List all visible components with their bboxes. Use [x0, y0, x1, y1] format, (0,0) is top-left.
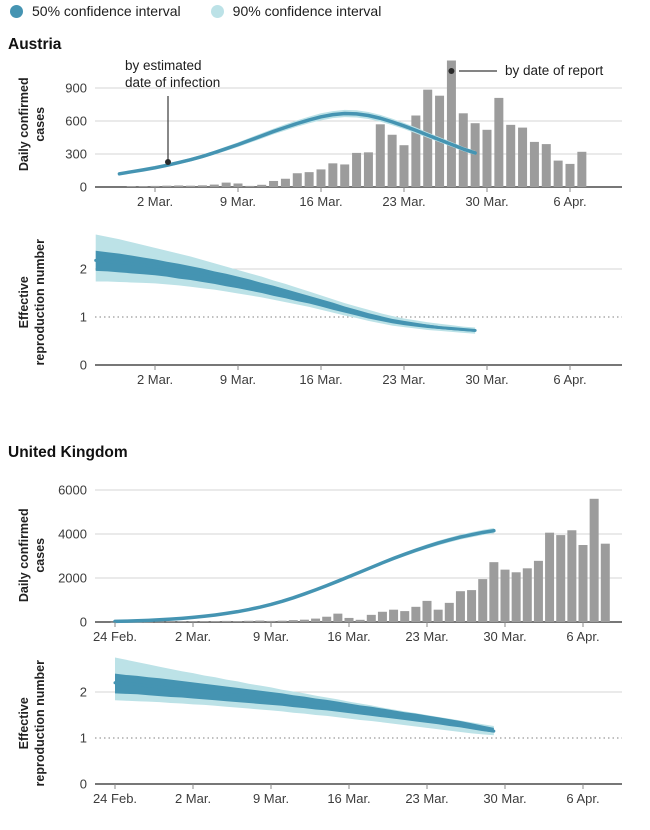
svg-text:2000: 2000 [58, 571, 87, 586]
austria-reproduction-number-chart: 0 1 2 2 Mar. 9 Mar. 16 Mar. 23 Mar. 30 Mar. 6 Ap… [80, 234, 622, 387]
svg-text:30 Mar.: 30 Mar. [465, 372, 508, 387]
legend-item-50ci: 50% confidence interval [10, 3, 181, 19]
heading-united-kingdom: United Kingdom [8, 444, 128, 461]
svg-text:300: 300 [65, 147, 87, 162]
svg-text:4000: 4000 [58, 527, 87, 542]
annotation-text: date of infection [125, 75, 221, 91]
annotation-by-infection-date: by estimated date of infection [125, 57, 220, 92]
svg-text:2 Mar.: 2 Mar. [175, 629, 211, 644]
svg-text:23 Mar.: 23 Mar. [382, 372, 425, 387]
svg-text:24 Feb.: 24 Feb. [93, 791, 137, 806]
svg-text:2 Mar.: 2 Mar. [175, 791, 211, 806]
ci90-dot-icon [210, 4, 224, 18]
annotation-text: by date of report [505, 63, 604, 78]
svg-text:0: 0 [80, 358, 87, 373]
svg-text:23 Mar.: 23 Mar. [405, 629, 448, 644]
svg-text:6 Apr.: 6 Apr. [566, 791, 599, 806]
annotation-by-report-date: by date of report [505, 62, 603, 79]
svg-text:0: 0 [80, 777, 87, 792]
heading-austria: Austria [8, 36, 62, 53]
svg-text:30 Mar.: 30 Mar. [483, 791, 526, 806]
svg-text:6 Apr.: 6 Apr. [566, 629, 599, 644]
uk-reproduction-number-chart: 0 1 2 24 Feb. 2 Mar. 9 Mar. 16 Mar. 23 Mar. 30 M… [80, 657, 622, 806]
legend-item-90ci: 90% confidence interval [210, 3, 382, 19]
annotation-text: by estimated [125, 58, 202, 73]
svg-text:6 Apr.: 6 Apr. [553, 194, 586, 209]
svg-text:0: 0 [80, 180, 87, 195]
svg-text:30 Mar.: 30 Mar. [465, 194, 508, 209]
svg-text:16 Mar.: 16 Mar. [299, 194, 342, 209]
svg-text:0: 0 [80, 615, 87, 630]
svg-text:900: 900 [65, 81, 87, 96]
svg-text:2 Mar.: 2 Mar. [137, 194, 173, 209]
svg-text:9 Mar.: 9 Mar. [253, 791, 289, 806]
svg-text:1: 1 [80, 310, 87, 325]
svg-text:16 Mar.: 16 Mar. [299, 372, 342, 387]
svg-text:24 Feb.: 24 Feb. [93, 629, 137, 644]
svg-text:2 Mar.: 2 Mar. [137, 372, 173, 387]
svg-text:16 Mar.: 16 Mar. [327, 791, 370, 806]
svg-text:23 Mar.: 23 Mar. [382, 194, 425, 209]
svg-text:600: 600 [65, 114, 87, 129]
svg-text:1: 1 [80, 731, 87, 746]
svg-text:16 Mar.: 16 Mar. [327, 629, 370, 644]
legend-label-90ci: 90% confidence interval [232, 3, 382, 19]
legend: 50% confidence interval 90% confidence i… [10, 3, 381, 19]
svg-text:2: 2 [80, 262, 87, 277]
svg-text:2: 2 [80, 685, 87, 700]
austria-cases-chart: 0 300 600 900 2 Mar. 9 Mar. 16 Mar. 23 Mar. 30 M… [65, 60, 622, 209]
svg-text:9 Mar.: 9 Mar. [253, 629, 289, 644]
ci50-dot-icon [10, 4, 23, 18]
svg-text:6 Apr.: 6 Apr. [553, 372, 586, 387]
svg-text:30 Mar.: 30 Mar. [483, 629, 526, 644]
uk-cases-chart: 0 2000 4000 6000 24 Feb. 2 Mar. 9 Mar. 16 Mar. 2… [58, 483, 622, 644]
svg-text:9 Mar.: 9 Mar. [220, 194, 256, 209]
svg-text:23 Mar.: 23 Mar. [405, 791, 448, 806]
svg-text:9 Mar.: 9 Mar. [220, 372, 256, 387]
legend-label-50ci: 50% confidence interval [32, 3, 181, 19]
svg-text:6000: 6000 [58, 483, 87, 498]
